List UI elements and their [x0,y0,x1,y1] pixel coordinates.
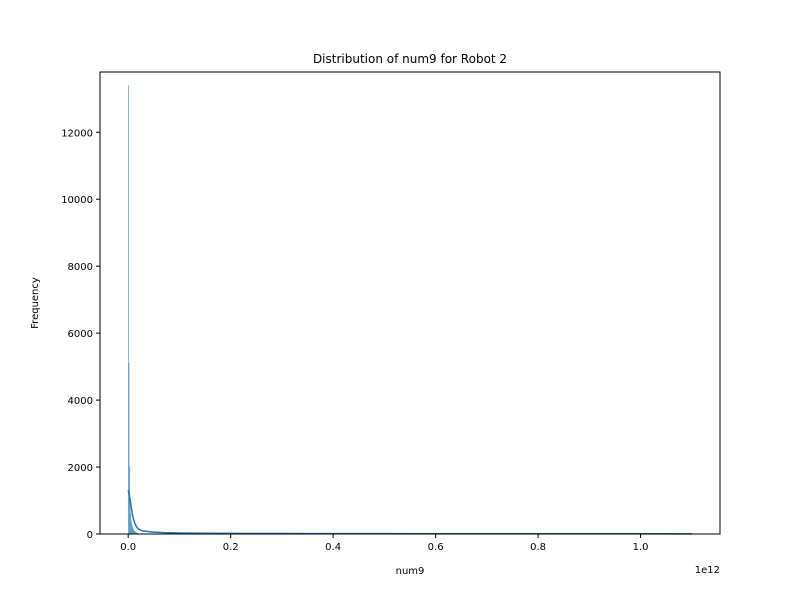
x-tick-label: 1.0 [633,542,649,553]
y-tick-label: 10000 [61,195,93,206]
kde-line [127,490,692,535]
y-tick-label: 2000 [68,463,93,474]
y-tick-label: 4000 [68,396,93,407]
x-tick-label: 0.8 [530,542,546,553]
chart-title: Distribution of num9 for Robot 2 [313,52,507,66]
y-axis-ticks: 0 2000 4000 6000 8000 10000 12000 [61,128,100,541]
x-tick-label: 0.0 [120,542,136,553]
histogram-bars [127,85,138,535]
kde-layer [127,490,692,535]
y-tick-label: 6000 [68,329,93,340]
x-tick-label: 0.6 [428,542,444,553]
x-axis-label: num9 [396,566,425,577]
y-tick-label: 12000 [61,128,93,139]
y-tick-label: 0 [87,530,93,541]
x-tick-label: 0.2 [223,542,239,553]
x-axis-offset-label: 1e12 [695,565,720,576]
y-tick-label: 8000 [68,262,93,273]
y-axis-label: Frequency [30,277,41,329]
x-axis-ticks: 0.0 0.2 0.4 0.6 0.8 1.0 [120,534,649,553]
x-tick-label: 0.4 [325,542,341,553]
plot-frame [99,71,721,535]
